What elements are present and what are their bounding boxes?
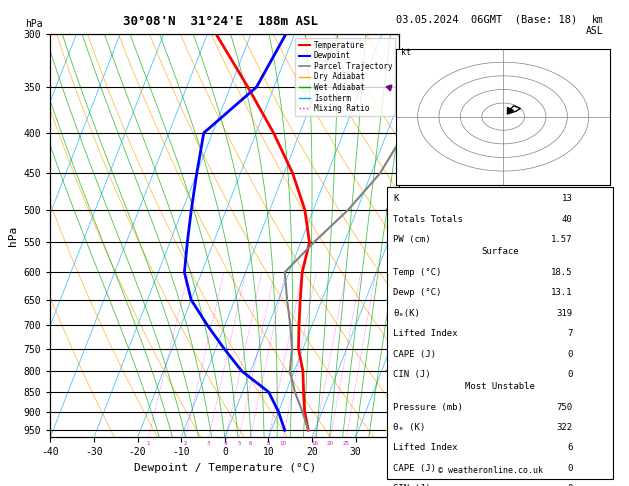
Text: 319: 319 [556,309,572,318]
Text: kt: kt [401,49,411,57]
Text: LCL: LCL [403,407,418,416]
Text: CIN (J): CIN (J) [393,484,431,486]
Temperature [244,84,252,90]
Dewpoint [200,130,208,136]
Parcel Trajectory [345,207,352,212]
Dewpoint [193,171,201,176]
Text: θₑ(K): θₑ(K) [393,309,420,318]
Temperature [295,346,303,352]
Temperature [299,368,307,374]
Temperature [301,409,308,415]
Dewpoint [275,409,282,415]
Parcel Trajectory [288,346,296,352]
Text: 0: 0 [567,370,572,379]
X-axis label: Dewpoint / Temperature (°C): Dewpoint / Temperature (°C) [134,463,316,473]
Temperature [298,269,306,275]
Text: 13.1: 13.1 [551,288,572,297]
Text: 16: 16 [311,441,318,447]
Text: 322: 322 [556,423,572,432]
Text: K: K [393,194,399,204]
Temperature [270,130,277,136]
Legend: Temperature, Dewpoint, Parcel Trajectory, Dry Adiabat, Wet Adiabat, Isotherm, Mi: Temperature, Dewpoint, Parcel Trajectory… [296,38,396,116]
Text: 40: 40 [562,215,572,224]
Temperature [213,31,220,37]
Text: 03.05.2024  06GMT  (Base: 18): 03.05.2024 06GMT (Base: 18) [396,15,577,25]
Text: Lifted Index: Lifted Index [393,443,458,452]
Text: Totals Totals: Totals Totals [393,215,463,224]
Parcel Trajectory [281,269,289,275]
Line: Dewpoint: Dewpoint [184,34,286,430]
Dewpoint [187,207,195,212]
Text: θₑ (K): θₑ (K) [393,423,425,432]
Dewpoint [184,240,191,245]
Y-axis label: Mixing Ratio (g/kg): Mixing Ratio (g/kg) [420,188,430,283]
Temperature [304,427,312,433]
Text: 0: 0 [567,464,572,473]
Dewpoint [181,269,188,275]
Text: Surface: Surface [481,247,519,257]
Temperature [300,389,308,395]
Parcel Trajectory [291,389,299,395]
Parcel Trajectory [310,240,318,245]
Text: 3: 3 [207,441,211,447]
Dewpoint [221,346,228,352]
Text: Most Unstable: Most Unstable [465,382,535,391]
Text: Lifted Index: Lifted Index [393,329,458,338]
Parcel Trajectory [283,297,291,303]
Text: 1.57: 1.57 [551,235,572,244]
Text: 2: 2 [184,441,187,447]
Temperature [306,240,313,245]
Dewpoint [187,297,195,303]
Temperature [289,171,296,176]
Parcel Trajectory [286,368,294,374]
Temperature [296,297,304,303]
Text: © weatheronline.co.uk: © weatheronline.co.uk [438,466,543,475]
Parcel Trajectory [401,130,408,136]
Dewpoint [253,84,260,90]
Y-axis label: hPa: hPa [8,226,18,246]
Text: CAPE (J): CAPE (J) [393,464,436,473]
Parcel Trajectory [410,84,418,90]
Text: 0: 0 [567,484,572,486]
Text: 10: 10 [280,441,287,447]
Text: 30°08'N  31°24'E  188m ASL: 30°08'N 31°24'E 188m ASL [123,15,318,28]
Text: Dewp (°C): Dewp (°C) [393,288,442,297]
Text: 7: 7 [567,329,572,338]
Text: hPa: hPa [25,19,43,30]
Parcel Trajectory [299,409,306,415]
Parcel Trajectory [421,31,429,37]
Text: km
ASL: km ASL [586,15,604,36]
Temperature [295,322,303,328]
Text: 6: 6 [248,441,252,447]
Text: 25: 25 [343,441,350,447]
Text: 750: 750 [556,402,572,412]
Text: CAPE (J): CAPE (J) [393,349,436,359]
Parcel Trajectory [376,171,384,176]
Text: 13: 13 [562,194,572,204]
Dewpoint [238,368,246,374]
Text: 8: 8 [267,441,270,447]
Text: PW (cm): PW (cm) [393,235,431,244]
Dewpoint [204,322,211,328]
Line: Temperature: Temperature [216,34,309,430]
Dewpoint [281,427,289,433]
Text: 18.5: 18.5 [551,268,572,277]
Text: Pressure (mb): Pressure (mb) [393,402,463,412]
Text: 6: 6 [567,443,572,452]
Parcel Trajectory [286,322,294,328]
Text: Temp (°C): Temp (°C) [393,268,442,277]
Text: 1: 1 [147,441,150,447]
Text: 5: 5 [237,441,241,447]
Line: Parcel Trajectory: Parcel Trajectory [285,34,425,430]
Parcel Trajectory [304,427,312,433]
Text: 4: 4 [224,441,228,447]
Temperature [301,207,309,212]
Dewpoint [265,389,272,395]
Text: 0: 0 [567,349,572,359]
Dewpoint [282,31,290,37]
Text: CIN (J): CIN (J) [393,370,431,379]
Text: 20: 20 [327,441,334,447]
